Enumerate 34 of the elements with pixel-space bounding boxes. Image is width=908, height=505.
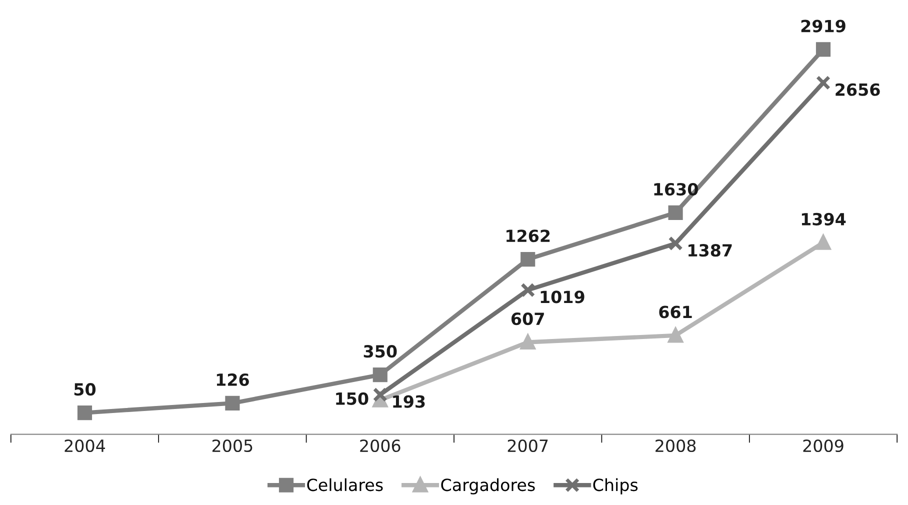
x-tick-label: 2009 [803,439,844,452]
data-label: 193 [393,395,425,408]
point [520,252,536,267]
legend-label: Celulares [307,478,383,492]
x-tick-label: 2007 [508,439,548,452]
data-label: 126 [216,373,249,386]
point [372,367,388,382]
data-label: 1387 [688,244,732,257]
data-label: 1394 [802,212,846,226]
data-label: 1019 [540,290,584,304]
point [520,282,536,298]
data-label: 1262 [506,230,550,242]
x-tick-label: 2004 [64,439,106,452]
point [520,334,536,350]
x-tick-label: 2005 [212,439,252,452]
point [816,235,831,250]
data-label: 607 [511,312,544,326]
x-tick-label: 2008 [656,439,696,452]
point [668,236,683,251]
point [372,387,388,402]
data-label: 150 [336,392,368,405]
data-label: 350 [364,345,397,358]
point [816,75,831,90]
point [225,396,240,410]
point [668,205,683,220]
point [816,42,831,57]
data-label: 661 [659,306,692,318]
x-tick-label: 2006 [360,439,400,452]
point [77,405,92,420]
data-label: 2656 [836,83,880,96]
legend-label: Cargadores [441,478,535,494]
legend-label: Chips [593,478,638,494]
data-label: 50 [74,383,96,396]
data-label: 2919 [801,20,846,32]
